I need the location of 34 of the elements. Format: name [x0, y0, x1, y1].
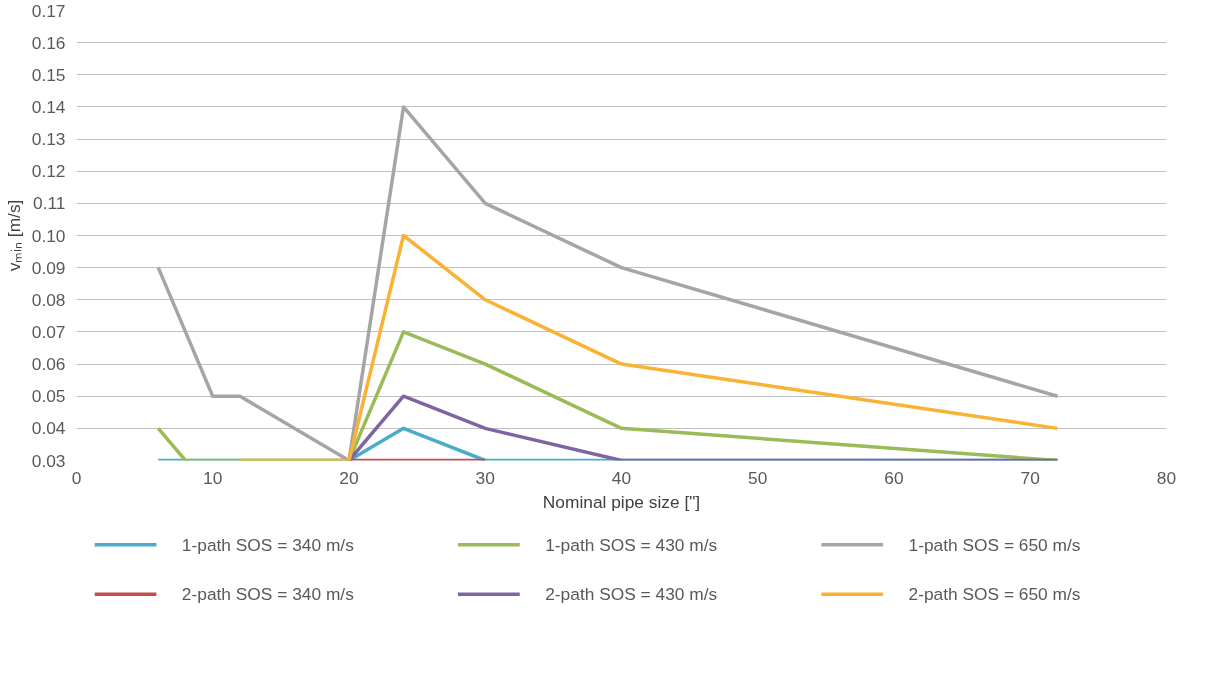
x-tick-label: 40	[611, 467, 632, 488]
y-tick-label: 0.10	[31, 225, 66, 246]
y-tick-label: 0.03	[31, 450, 66, 471]
y-tick-label: 0.05	[31, 386, 66, 407]
y-tick-label: 0.13	[31, 129, 66, 150]
x-tick-label: 10	[203, 467, 223, 488]
y-axis-title: vₘᵢₙ [m/s]	[3, 199, 24, 272]
x-tick-label: 20	[339, 467, 359, 488]
x-tick-label: 30	[475, 467, 495, 488]
legend-label: 1-path SOS = 650 m/s	[908, 534, 1081, 555]
legend-label: 2-path SOS = 430 m/s	[545, 584, 718, 605]
y-tick-label: 0.07	[31, 321, 66, 342]
y-tick-label: 0.12	[31, 161, 66, 182]
y-tick-label: 0.09	[31, 257, 66, 278]
y-tick-label: 0.15	[31, 64, 66, 85]
line-series	[238, 233, 1060, 461]
y-tick-label: 0.06	[31, 354, 66, 375]
y-tick-label: 0.08	[31, 289, 66, 310]
x-tick-label: 50	[748, 467, 768, 488]
y-tick-label: 0.11	[33, 193, 66, 214]
y-tick-label: 0.14	[31, 96, 66, 117]
legend-label: 1-path SOS = 430 m/s	[545, 534, 718, 555]
x-tick-label: 0	[71, 467, 82, 488]
x-tick-label: 80	[1156, 467, 1177, 488]
y-tick-label: 0.16	[31, 32, 66, 53]
legend-label: 1-path SOS = 340 m/s	[181, 534, 355, 555]
x-axis-title: Nominal pipe size ["]	[542, 491, 701, 512]
y-tick-label: 0.04	[31, 418, 66, 439]
x-tick-label: 60	[884, 467, 904, 488]
line-series	[156, 105, 1060, 461]
y-tick-label: 0.17	[31, 0, 66, 21]
legend-label: 2-path SOS = 340 m/s	[181, 584, 355, 605]
x-tick-label: 70	[1020, 467, 1040, 488]
legend-label: 2-path SOS = 650 m/s	[908, 584, 1081, 605]
